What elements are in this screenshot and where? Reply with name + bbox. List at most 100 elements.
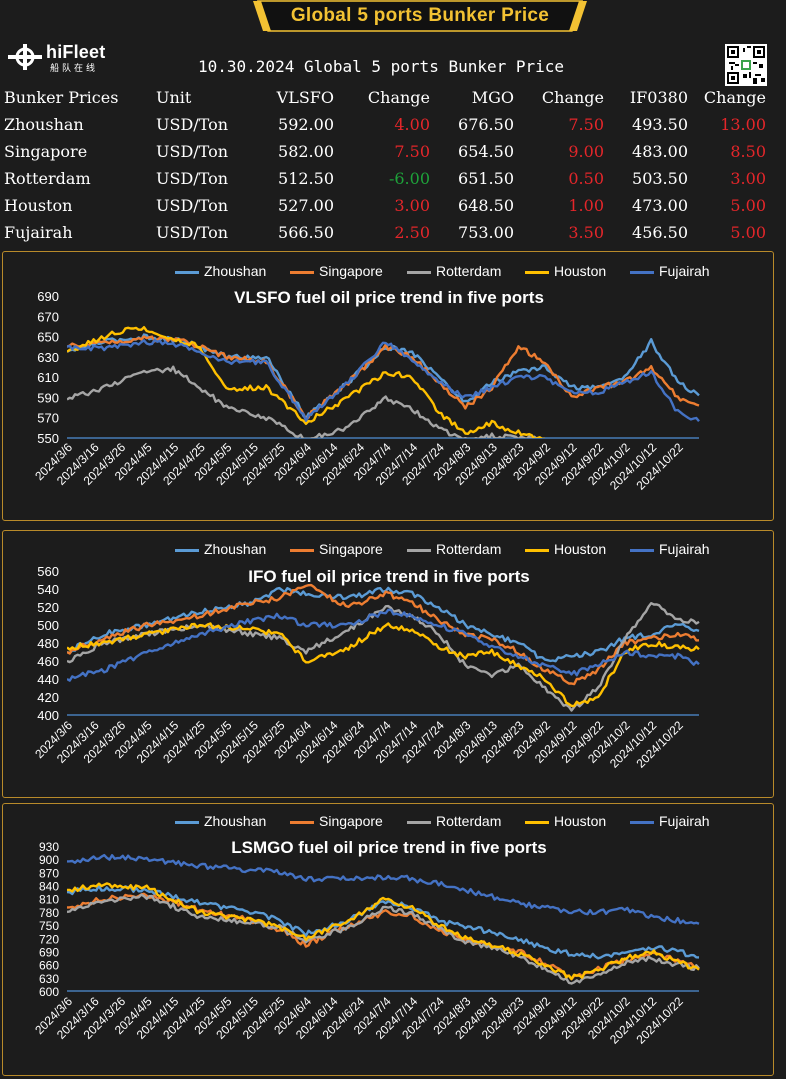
y-tick-label: 670 [37, 309, 59, 324]
banner-title: Global 5 ports Bunker Price [290, 5, 550, 26]
series-line-zhoushan [67, 586, 700, 663]
series-line-rotterdam [67, 365, 545, 438]
legend-swatch [175, 548, 199, 552]
y-tick-label: 870 [39, 866, 59, 880]
y-tick-label: 750 [39, 919, 59, 933]
legend-label: Zhoushan [204, 541, 267, 557]
series-line-rotterdam [67, 893, 700, 985]
legend-swatch [630, 820, 654, 824]
legend-label: Fujairah [659, 541, 710, 557]
legend-item-houston: Houston [525, 263, 606, 279]
y-tick-label: 840 [39, 880, 59, 894]
ifo-price: 483.00 [632, 142, 688, 161]
y-tick-label: 480 [37, 636, 59, 651]
table-row: Houston USD/Ton 527.00 3.00 648.50 1.00 … [4, 192, 766, 219]
legend-swatch [525, 820, 549, 824]
ifo-change: 13.00 [720, 115, 766, 134]
port-name: Houston [4, 196, 73, 215]
y-tick-label: 460 [37, 654, 59, 669]
table-row: Rotterdam USD/Ton 512.50 -6.00 651.50 0.… [4, 165, 766, 192]
vlsfo-change: 4.00 [394, 115, 430, 134]
y-tick-label: 420 [37, 690, 59, 705]
vlsfo-change: 7.50 [394, 142, 430, 161]
legend-swatch [290, 270, 314, 274]
unit: USD/Ton [156, 169, 229, 188]
port-name: Fujairah [4, 223, 73, 242]
legend-item-fujairah: Fujairah [630, 263, 710, 279]
legend-item-fujairah: Fujairah [630, 541, 710, 557]
mgo-price: 651.50 [458, 169, 514, 188]
series-line-fujairah [67, 608, 700, 682]
vlsfo-price: 582.00 [278, 142, 334, 161]
y-tick-label: 570 [37, 411, 59, 426]
chart-legend: Zhoushan Singapore Rotterdam Houston Fujaira… [175, 541, 735, 559]
ifo-change: 3.00 [730, 169, 766, 188]
chart-legend: Zhoushan Singapore Rotterdam Houston Fujaira… [175, 263, 735, 281]
y-tick-label: 540 [37, 582, 59, 597]
y-tick-label: 650 [37, 330, 59, 345]
column-header: VLSFO [276, 88, 334, 107]
column-header: Change [367, 88, 430, 107]
mgo-price: 648.50 [458, 196, 514, 215]
legend-label: Rotterdam [436, 813, 502, 829]
ifo-change: 5.00 [730, 196, 766, 215]
legend-label: Singapore [319, 813, 383, 829]
y-tick-label: 630 [37, 350, 59, 365]
legend-label: Fujairah [659, 263, 710, 279]
legend-label: Fujairah [659, 813, 710, 829]
series-line-singapore [67, 335, 700, 421]
column-header: Change [703, 88, 766, 107]
mgo-change: 7.50 [568, 115, 604, 134]
logo-name: hiFleet [46, 42, 106, 62]
legend-swatch [407, 548, 431, 552]
column-header: MGO [471, 88, 514, 107]
legend-item-singapore: Singapore [290, 263, 383, 279]
column-header: Unit [156, 88, 192, 107]
column-header: IF0380 [629, 88, 688, 107]
y-tick-label: 520 [37, 600, 59, 615]
mgo-price: 753.00 [458, 223, 514, 242]
vlsfo-chart: 5505705906106306506706902024/3/62024/3/1… [32, 289, 700, 493]
vlsfo-change: 2.50 [394, 223, 430, 242]
vlsfo-price: 592.00 [278, 115, 334, 134]
ifo-chart-panel: 400 420 440 460 480 500 520 540 560 2024/3/6 2024/… [2, 530, 774, 798]
series-line-fujairah [67, 853, 700, 925]
series-line-singapore [67, 583, 700, 686]
ifo-change: 8.50 [730, 142, 766, 161]
legend-item-singapore: Singapore [290, 813, 383, 829]
series-line-houston [67, 622, 700, 708]
unit: USD/Ton [156, 142, 229, 161]
legend-label: Zhoushan [204, 263, 267, 279]
legend-item-rotterdam: Rotterdam [407, 263, 501, 279]
lsmgo-chart-panel: 600 630 660 690 720 750 780 810 840 870 900 930 2024… [2, 803, 774, 1076]
legend-label: Zhoushan [204, 813, 267, 829]
y-tick-label: 660 [39, 959, 59, 973]
port-name: Zhoushan [4, 115, 84, 134]
unit: USD/Ton [156, 223, 229, 242]
legend-item-singapore: Singapore [290, 541, 383, 557]
legend-swatch [290, 820, 314, 824]
logo-subtitle: 船队在线 [50, 64, 99, 74]
legend-swatch [175, 270, 199, 274]
legend-swatch [175, 820, 199, 824]
mgo-change: 3.50 [568, 223, 604, 242]
legend-label: Rotterdam [436, 263, 502, 279]
column-header: Bunker Prices [4, 88, 119, 107]
ifo-price: 473.00 [632, 196, 688, 215]
unit: USD/Ton [156, 115, 229, 134]
y-tick-label: 720 [39, 932, 59, 946]
ifo-chart: 4004204404604805005205405602024/3/62024/… [32, 564, 700, 771]
legend-swatch [630, 270, 654, 274]
series-line-houston [67, 325, 545, 438]
ship-wheel-icon [8, 44, 42, 70]
chart-legend: Zhoushan Singapore Rotterdam Houston Fujaira… [175, 813, 735, 831]
ifo-price: 493.50 [632, 115, 688, 134]
vlsfo-price: 566.50 [278, 223, 334, 242]
bunker-price-table: Bunker Prices Unit VLSFO Change MGO Chan… [4, 84, 766, 246]
legend-swatch [407, 270, 431, 274]
vlsfo-price: 527.00 [278, 196, 334, 215]
table-row: Singapore USD/Ton 582.00 7.50 654.50 9.0… [4, 138, 766, 165]
legend-label: Rotterdam [436, 541, 502, 557]
header-title: 10.30.2024 Global 5 ports Bunker Price [198, 57, 565, 76]
vlsfo-price: 512.50 [278, 169, 334, 188]
